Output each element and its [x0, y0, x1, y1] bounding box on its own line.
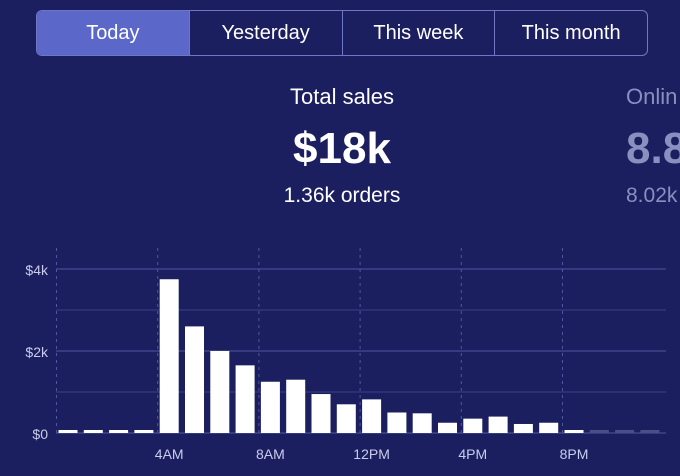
date-range-tabs: Today Yesterday This week This month [36, 10, 648, 56]
tab-this-week[interactable]: This week [343, 11, 496, 55]
online-sub: 8.02k [626, 184, 678, 207]
tab-this-month[interactable]: This month [521, 21, 621, 44]
bar-hour[interactable] [564, 430, 584, 433]
bar-hour[interactable] [260, 381, 280, 433]
bar-hour[interactable] [185, 326, 204, 433]
x-tick-label: 4AM [155, 446, 184, 462]
y-tick-label: $0 [32, 426, 48, 442]
bar-hour[interactable] [513, 423, 533, 433]
x-tick-label: 12PM [353, 446, 390, 462]
y-tick-label: $2k [25, 344, 49, 360]
bar-hour[interactable] [438, 422, 457, 433]
bar-hour[interactable] [286, 379, 306, 433]
x-tick-label: 8AM [256, 446, 285, 462]
tab-yesterday[interactable]: Yesterday [190, 11, 343, 55]
total-sales-value: $18k [293, 124, 391, 173]
bar-future-hour[interactable] [589, 430, 609, 433]
online-label: Onlin [626, 84, 678, 109]
x-tick-label: 8PM [560, 446, 589, 462]
bar-hour[interactable] [362, 399, 382, 433]
bar-hour[interactable] [311, 394, 331, 433]
bar-hour[interactable] [134, 430, 154, 433]
bar-hour[interactable] [83, 430, 103, 433]
bar-hour[interactable] [109, 430, 129, 433]
bar-future-hour[interactable] [615, 430, 635, 433]
x-tick-label: 4PM [458, 446, 487, 462]
total-orders-value: 1.36k orders [283, 184, 401, 207]
total-sales-metric[interactable]: Total sales $18k 1.36k orders [212, 84, 472, 208]
hourly-sales-chart: $0 $2k $4k 4AM 8AM 12PM 4PM 8PM [25, 248, 666, 462]
online-value: 8.8 [626, 124, 680, 173]
bar-hour[interactable] [58, 430, 78, 433]
bar-hour[interactable] [336, 404, 356, 433]
bar-hour[interactable] [210, 351, 230, 433]
bar-hour[interactable] [235, 365, 255, 433]
online-metric[interactable]: Onlin 8.8 8.02k [626, 84, 680, 208]
bar-hour[interactable] [539, 422, 559, 433]
bar-future-hour[interactable] [640, 430, 660, 433]
y-tick-label: $4k [25, 262, 49, 278]
bar-hour[interactable] [412, 413, 432, 433]
tab-today[interactable]: Today [37, 11, 190, 55]
bar-hour[interactable] [488, 416, 508, 433]
bar-hour[interactable] [463, 418, 483, 433]
total-sales-label: Total sales [290, 84, 394, 109]
bar-hour[interactable] [159, 279, 179, 433]
bar-hour[interactable] [387, 412, 407, 434]
